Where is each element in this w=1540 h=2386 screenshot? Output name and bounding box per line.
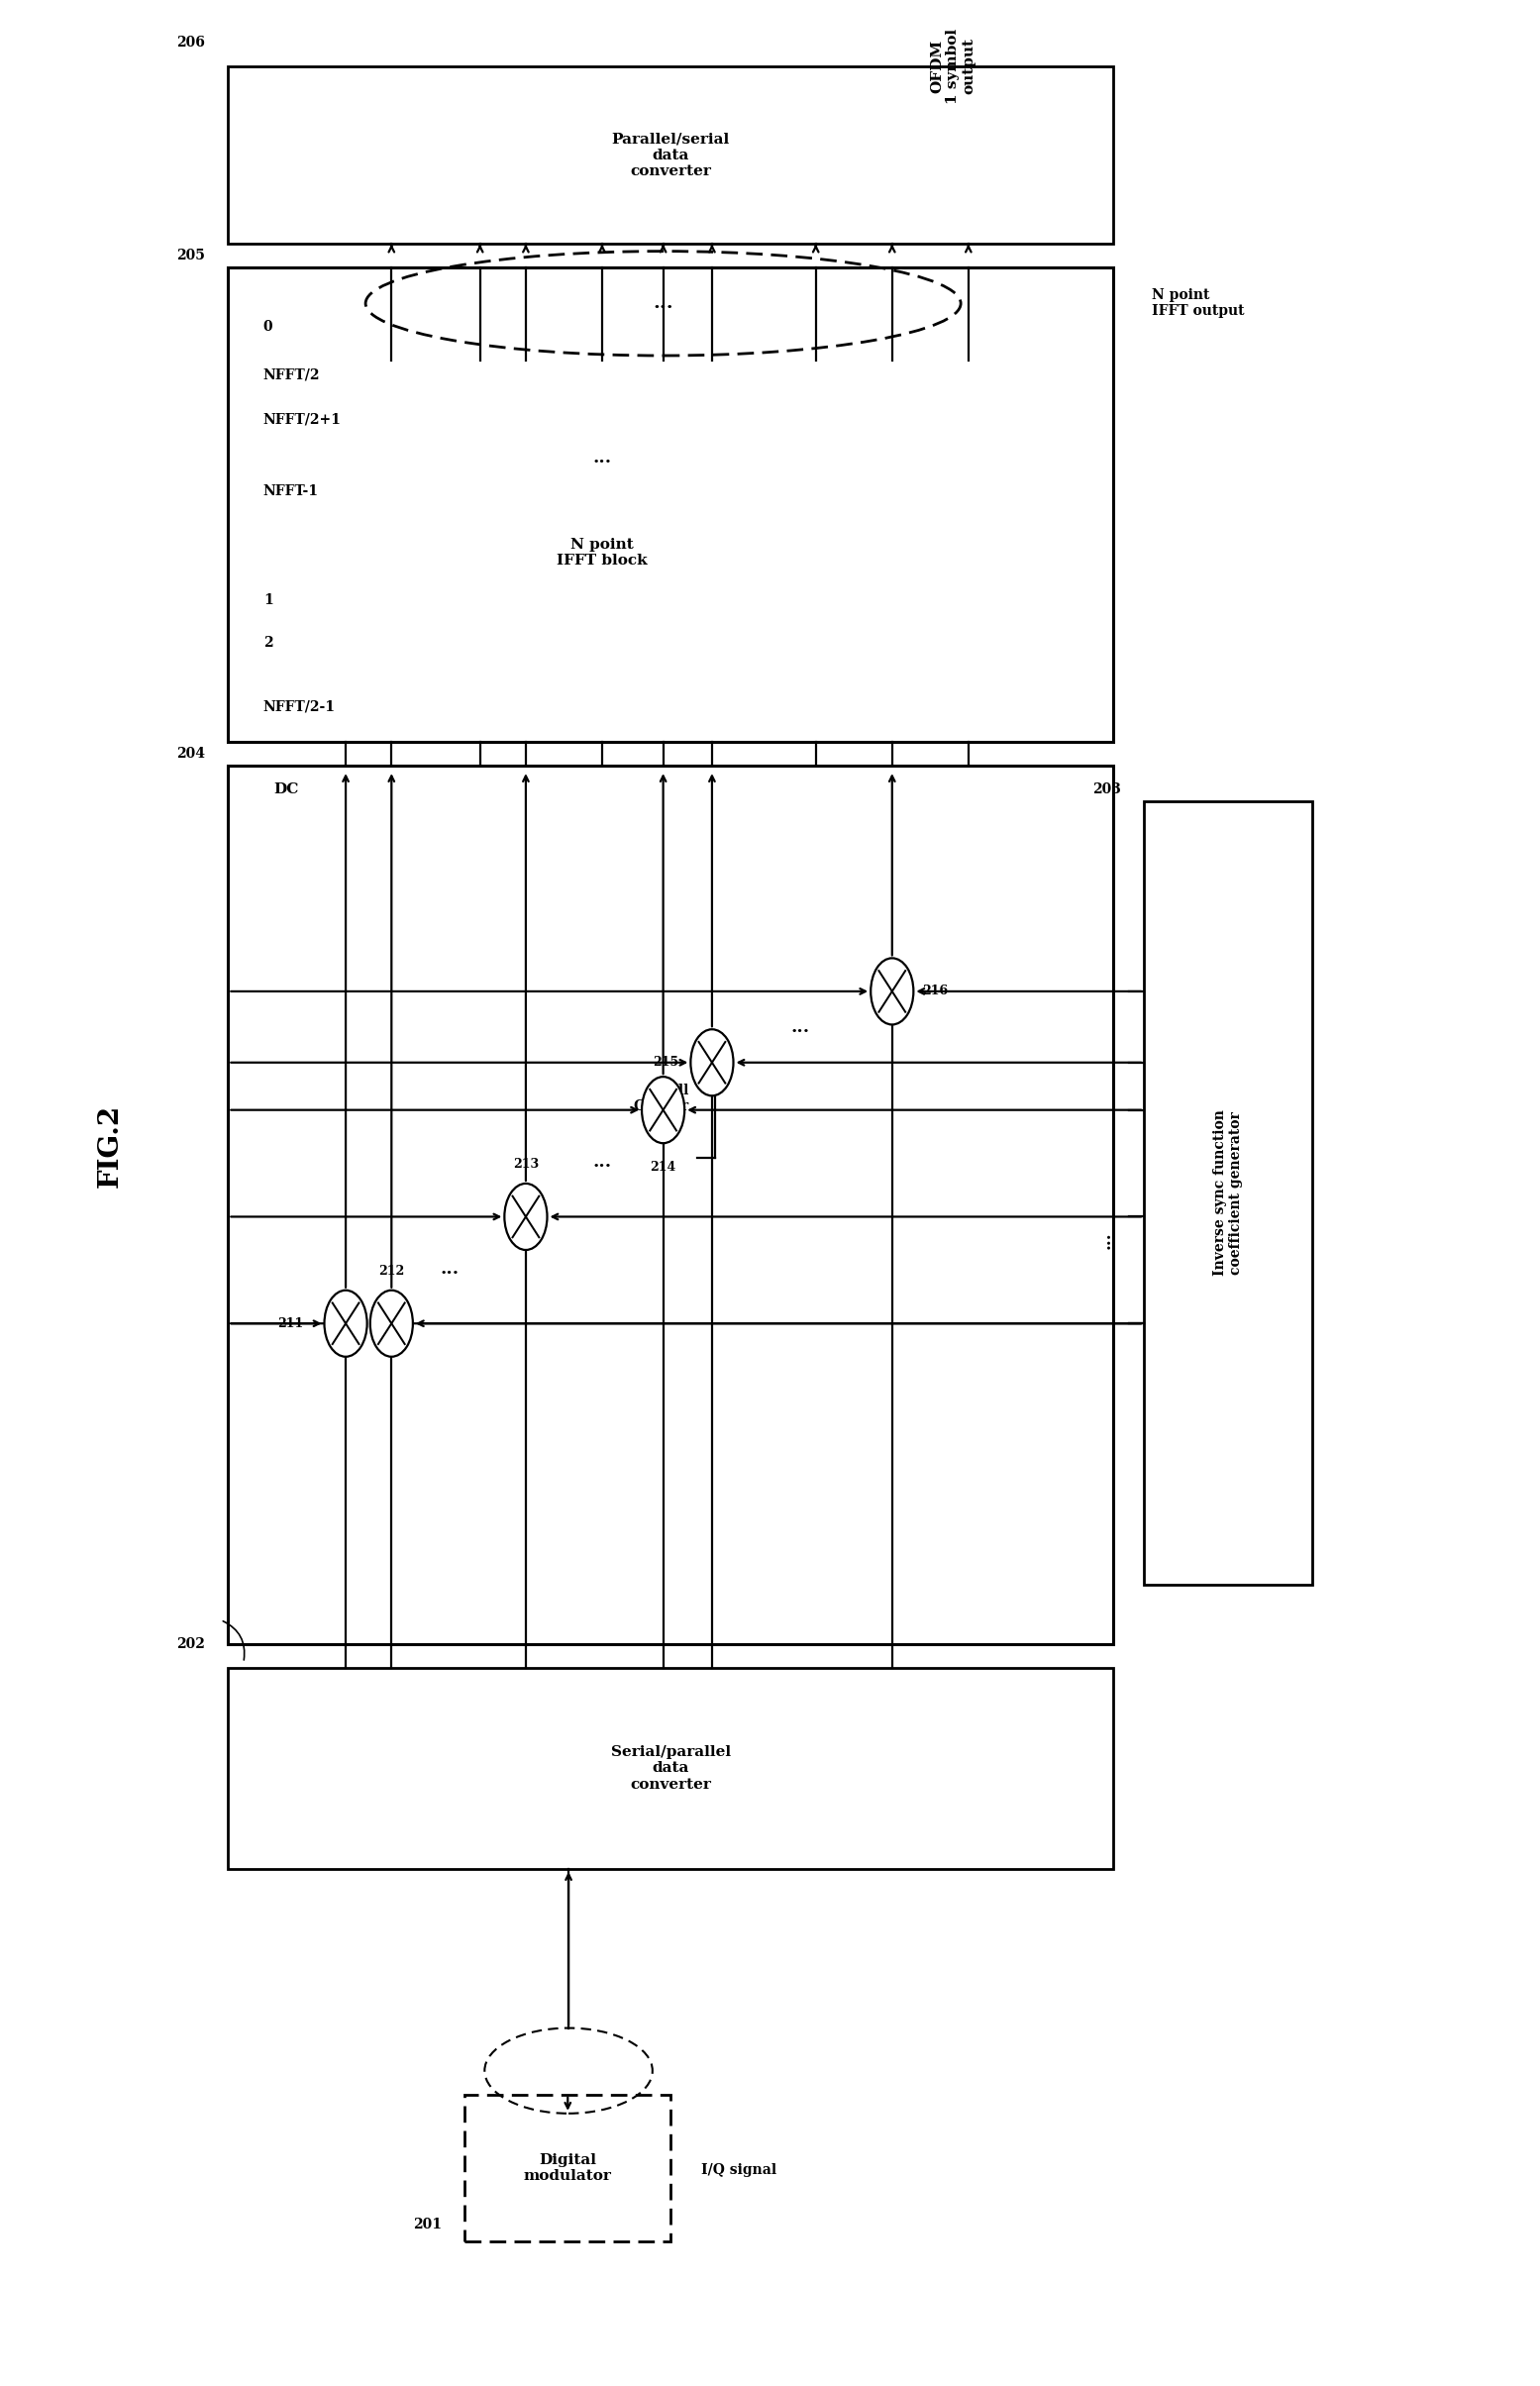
Text: N point
IFFT block: N point IFFT block — [557, 537, 647, 568]
Circle shape — [870, 959, 913, 1024]
Text: 0: 0 — [263, 320, 273, 334]
Text: NFFT/2+1: NFFT/2+1 — [263, 413, 342, 427]
Text: NFFT/2: NFFT/2 — [263, 367, 320, 382]
Bar — [228, 766, 1113, 1644]
Text: Serial/parallel
data
converter: Serial/parallel data converter — [611, 1744, 732, 1792]
Text: Digital
modulator: Digital modulator — [524, 2152, 611, 2183]
Text: 2: 2 — [263, 635, 273, 649]
Circle shape — [690, 1028, 733, 1095]
Circle shape — [325, 1291, 367, 1358]
Circle shape — [370, 1291, 413, 1358]
Text: 205: 205 — [177, 248, 205, 262]
Text: 215: 215 — [653, 1057, 679, 1069]
Bar — [1144, 802, 1312, 1584]
Text: ...: ... — [593, 449, 611, 468]
Text: 202: 202 — [177, 1637, 205, 1651]
Text: OFDM
1 symbol
output: OFDM 1 symbol output — [930, 29, 976, 105]
Text: I/Q signal: I/Q signal — [701, 2164, 776, 2178]
Bar — [228, 267, 1113, 742]
Text: 201: 201 — [413, 2219, 442, 2231]
Text: Parallel/serial
data
converter: Parallel/serial data converter — [611, 131, 730, 179]
Bar — [228, 1668, 1113, 1868]
Circle shape — [642, 1076, 685, 1143]
Bar — [228, 67, 1113, 243]
Text: Null
Carrier: Null Carrier — [633, 1083, 688, 1112]
Text: ...: ... — [440, 1260, 459, 1279]
Circle shape — [505, 1183, 547, 1250]
Text: 213: 213 — [513, 1157, 539, 1172]
Text: ...: ... — [792, 1019, 810, 1036]
Text: 212: 212 — [379, 1265, 405, 1279]
Bar — [465, 2095, 671, 2240]
Text: FIG.2: FIG.2 — [97, 1105, 125, 1188]
Text: 211: 211 — [277, 1317, 303, 1329]
Text: NFFT/2-1: NFFT/2-1 — [263, 699, 336, 713]
Text: ...: ... — [653, 293, 673, 313]
Text: 204: 204 — [177, 747, 205, 761]
Text: ...: ... — [593, 1152, 611, 1172]
Text: ...: ... — [1098, 1231, 1115, 1250]
Text: 203: 203 — [1092, 783, 1121, 797]
Text: 214: 214 — [650, 1160, 676, 1174]
Text: 216: 216 — [922, 985, 949, 997]
Text: 1: 1 — [263, 594, 273, 606]
Text: N point
IFFT output: N point IFFT output — [1152, 289, 1244, 317]
Text: 206: 206 — [177, 36, 205, 50]
Text: DC: DC — [274, 783, 299, 797]
Text: Inverse sync function
coefficient generator: Inverse sync function coefficient genera… — [1214, 1109, 1243, 1277]
Text: NFFT-1: NFFT-1 — [263, 484, 319, 499]
